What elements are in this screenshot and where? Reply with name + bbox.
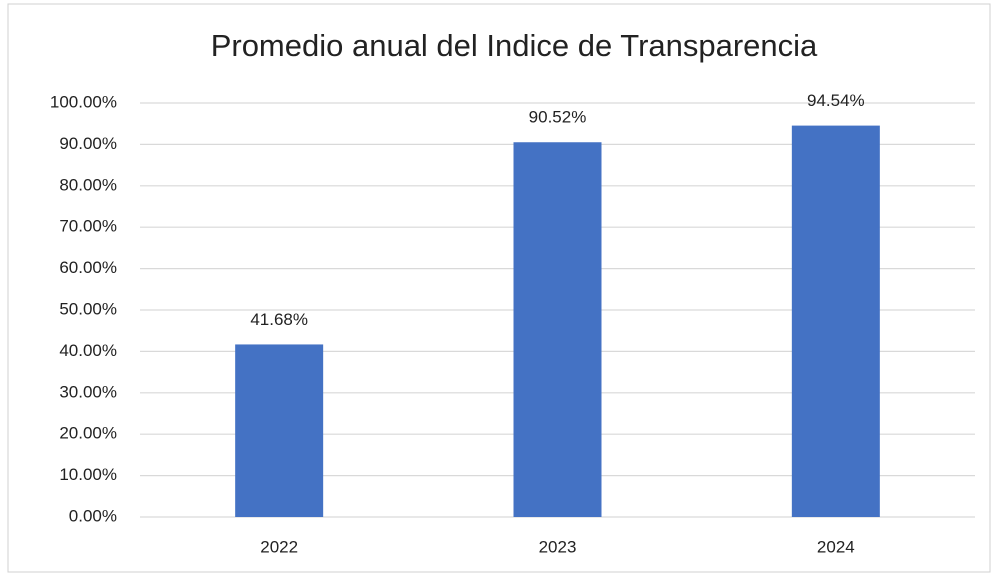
x-tick-label: 2022	[260, 537, 298, 556]
x-tick-label: 2024	[817, 537, 855, 556]
y-tick-label: 30.00%	[59, 382, 117, 401]
bar	[235, 344, 324, 517]
y-tick-label: 0.00%	[69, 506, 117, 525]
y-tick-label: 20.00%	[59, 424, 117, 443]
bar	[513, 142, 602, 517]
data-label: 94.54%	[807, 91, 865, 110]
y-tick-label: 40.00%	[59, 341, 117, 360]
bar	[791, 125, 880, 517]
data-label: 90.52%	[529, 108, 587, 127]
y-tick-label: 60.00%	[59, 258, 117, 277]
data-label: 41.68%	[250, 310, 308, 329]
y-tick-label: 100.00%	[50, 92, 117, 111]
y-tick-label: 10.00%	[59, 465, 117, 484]
chart-title: Promedio anual del Indice de Transparenc…	[211, 28, 818, 63]
y-tick-label: 80.00%	[59, 175, 117, 194]
y-tick-label: 70.00%	[59, 217, 117, 236]
y-tick-label: 90.00%	[59, 134, 117, 153]
y-tick-label: 50.00%	[59, 299, 117, 318]
x-tick-label: 2023	[539, 537, 577, 556]
